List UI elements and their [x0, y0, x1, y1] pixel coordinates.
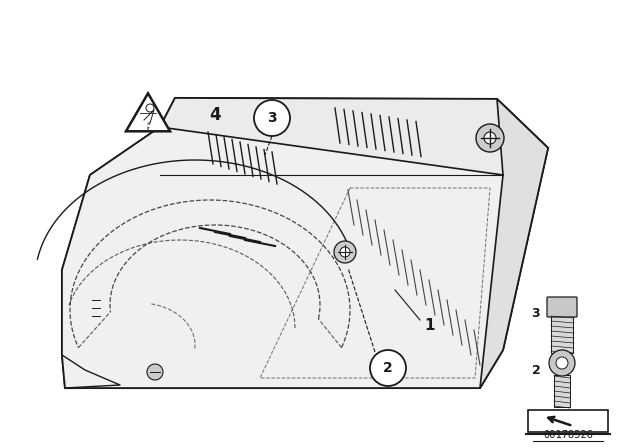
Circle shape	[549, 350, 575, 376]
Circle shape	[476, 124, 504, 152]
Circle shape	[254, 100, 290, 136]
Circle shape	[147, 364, 163, 380]
Text: 2: 2	[532, 363, 540, 376]
Text: 3: 3	[267, 111, 277, 125]
Circle shape	[484, 132, 496, 144]
Circle shape	[370, 350, 406, 386]
Polygon shape	[62, 127, 503, 388]
Circle shape	[340, 247, 350, 257]
Polygon shape	[340, 99, 548, 388]
Text: a
ir: a ir	[146, 121, 150, 131]
Text: 2: 2	[383, 361, 393, 375]
Polygon shape	[126, 93, 170, 131]
Text: 00178526: 00178526	[543, 430, 593, 440]
FancyBboxPatch shape	[528, 410, 608, 432]
Circle shape	[146, 104, 154, 112]
Polygon shape	[62, 98, 548, 388]
Text: 1: 1	[425, 318, 435, 332]
Text: 3: 3	[532, 306, 540, 319]
Polygon shape	[160, 98, 548, 175]
Circle shape	[334, 241, 356, 263]
Text: 4: 4	[209, 106, 221, 124]
FancyBboxPatch shape	[554, 375, 570, 407]
FancyBboxPatch shape	[547, 297, 577, 317]
FancyBboxPatch shape	[551, 315, 573, 353]
Circle shape	[556, 357, 568, 369]
